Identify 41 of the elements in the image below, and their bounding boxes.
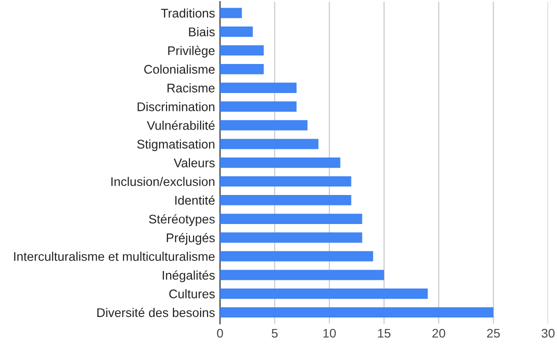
bar <box>220 8 242 18</box>
x-tick-label: 30 <box>542 328 555 338</box>
y-tick-label: Discrimination <box>138 102 214 112</box>
y-tick-label: Racisme <box>168 83 215 92</box>
x-tick-label: 25 <box>487 328 500 338</box>
bar <box>220 288 428 299</box>
y-tick-label: Colonialisme <box>144 64 215 74</box>
x-tick-label: 0 <box>217 328 223 338</box>
y-tick-label: Stéréotypes <box>149 214 215 226</box>
y-tick-label: Vulnérabilité <box>146 120 215 130</box>
y-tick-label: Interculturalisme et multiculturalisme <box>14 252 215 261</box>
y-tick-label: Cultures <box>169 289 215 298</box>
y-tick-label: Inclusion/exclusion <box>111 176 214 186</box>
y-tick-label: Diversité des besoins <box>97 308 215 318</box>
y-tick-label: Stigmatisation <box>137 139 214 152</box>
y-tick-label: Préjugés <box>166 232 215 245</box>
bar <box>220 45 264 56</box>
bar <box>220 120 308 130</box>
x-tick-label: 10 <box>323 328 336 338</box>
bar <box>220 26 253 37</box>
y-tick-label: Traditions <box>161 8 215 18</box>
x-tick-label: 15 <box>378 328 390 338</box>
bar <box>220 214 362 224</box>
bar <box>220 270 384 280</box>
bar <box>220 176 352 187</box>
y-tick-label: Valeurs <box>174 158 215 168</box>
y-tick-label: Biais <box>189 27 215 36</box>
bar <box>220 307 494 318</box>
y-tick-label: Inégalités <box>162 270 215 282</box>
x-tick-label: 5 <box>272 328 278 338</box>
bar <box>220 82 297 93</box>
bar <box>220 138 318 150</box>
bar <box>220 158 340 168</box>
x-tick-label: 20 <box>432 328 446 338</box>
bar <box>220 194 352 206</box>
bar <box>220 232 362 243</box>
bar <box>220 251 374 262</box>
bar <box>220 101 297 112</box>
y-tick-label: Identité <box>175 195 215 205</box>
y-tick-label: Privilège <box>168 46 215 58</box>
bar <box>220 64 264 74</box>
